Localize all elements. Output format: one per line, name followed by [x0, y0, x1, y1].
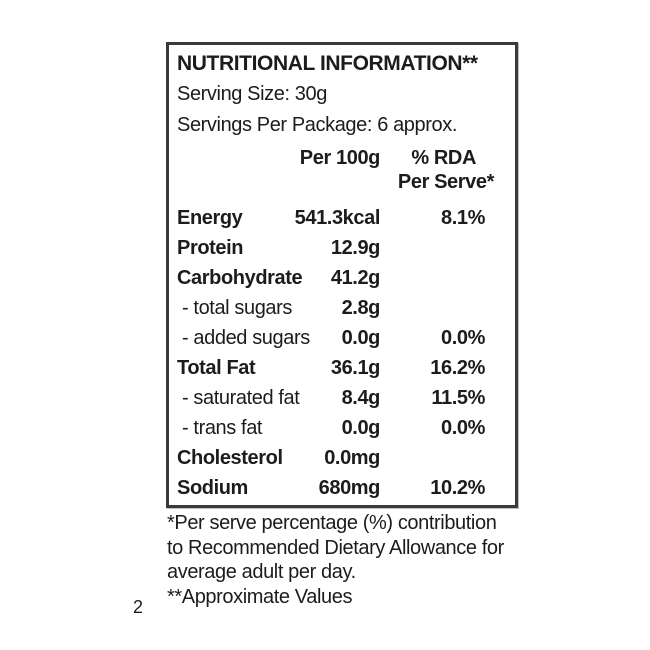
table-row-protein: Protein 12.9g	[177, 233, 485, 263]
nutrient-value: 680mg	[318, 477, 381, 499]
nutrient-rda: 16.2%	[430, 357, 485, 379]
serving-size: Serving Size: 30g	[177, 83, 327, 105]
nutrient-name: Total Fat	[177, 357, 256, 379]
nutrient-value: 41.2g	[330, 267, 381, 289]
nutrient-name: - total sugars	[182, 297, 293, 319]
nutrient-value: 12.9g	[330, 237, 381, 259]
nutrient-rda: 0.0%	[441, 327, 485, 349]
nutrient-value: 0.0g	[341, 417, 381, 439]
table-row-sodium: Sodium 680mg 10.2%	[177, 473, 485, 503]
nutrition-panel: NUTRITIONAL INFORMATION** Serving Size: …	[166, 42, 518, 508]
nutrient-rda: 10.2%	[430, 477, 485, 499]
nutrient-value: 36.1g	[330, 357, 381, 379]
nutrient-name: - added sugars	[182, 327, 310, 349]
nutrient-rda: 8.1%	[441, 207, 485, 229]
nutrient-value: 0.0mg	[324, 447, 380, 469]
nutrient-value: 541.3kcal	[294, 207, 381, 229]
nutrient-name: Energy	[177, 207, 243, 229]
approximate-values-note: **Approximate Values	[167, 585, 353, 608]
footnotes: *Per serve percentage (%) contribution t…	[167, 511, 504, 609]
per-100g-column-header: Per 100g	[299, 147, 381, 169]
footnote-line: average adult per day.	[167, 561, 356, 583]
table-row-trans-fat: - trans fat 0.0g 0.0%	[177, 413, 485, 443]
servings-per-package: Servings Per Package: 6 approx.	[177, 114, 457, 136]
rda-column-header-line2: Per Serve*	[397, 171, 494, 193]
rda-column-header-line1: % RDA	[411, 147, 476, 169]
table-row-saturated-fat: - saturated fat 8.4g 11.5%	[177, 383, 485, 413]
nutrient-name: Carbohydrate	[177, 267, 303, 289]
nutrient-rda: 0.0%	[441, 417, 485, 439]
footnote-line: to Recommended Dietary Allowance for	[167, 536, 504, 559]
table-row-total-sugars: - total sugars 2.8g	[177, 293, 485, 323]
stray-digit: 2	[133, 597, 143, 617]
nutrient-name: Sodium	[177, 477, 248, 499]
table-row-energy: Energy 541.3kcal 8.1%	[177, 203, 485, 233]
column-headers: Per 100g % RDA Per Serve*	[177, 147, 495, 199]
nutrient-value: 2.8g	[341, 297, 381, 319]
nutrient-name: - trans fat	[182, 417, 263, 439]
nutrient-name: Cholesterol	[177, 447, 283, 469]
table-row-carbohydrate: Carbohydrate 41.2g	[177, 263, 485, 293]
footnote-line: *Per serve percentage (%) contribution	[167, 512, 497, 534]
nutrient-table: Energy 541.3kcal 8.1% Protein 12.9g Carb…	[177, 203, 485, 503]
nutrient-name: Protein	[177, 237, 244, 259]
panel-title: NUTRITIONAL INFORMATION**	[177, 52, 478, 75]
nutrient-value: 0.0g	[341, 327, 381, 349]
nutrient-rda: 11.5%	[431, 387, 485, 409]
table-row-total-fat: Total Fat 36.1g 16.2%	[177, 353, 485, 383]
table-row-added-sugars: - added sugars 0.0g 0.0%	[177, 323, 485, 353]
table-row-cholesterol: Cholesterol 0.0mg	[177, 443, 485, 473]
nutrient-name: - saturated fat	[182, 387, 300, 409]
nutrient-value: 8.4g	[341, 387, 381, 409]
